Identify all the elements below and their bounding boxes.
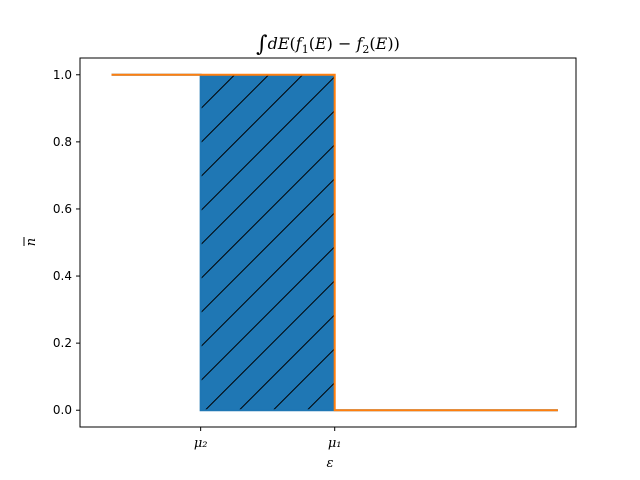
filled-area [200,74,335,411]
x-tick-label: μ₂ [194,436,208,451]
x-axis-label: ε [327,456,334,471]
hatch-line [200,246,335,382]
hatch-line [272,348,335,411]
hatch-line [204,280,335,411]
hatch-line [200,178,335,314]
hatch-line [200,212,335,348]
chart-title: ∫dE(f1(E) − f2(E)) [256,32,400,57]
series-line-2 [111,73,558,412]
axes-frame [79,57,577,428]
y-tick-label: 0.0 [53,403,72,417]
hatch-line [200,76,335,212]
hatch-line [200,74,304,178]
hatch-line [200,74,270,144]
y-axis: 0.0 0.2 0.4 0.6 0.8 1.0 [53,68,80,417]
fill-hatch [200,74,335,411]
y-tick-label: 1.0 [53,68,72,82]
y-tick-label: 0.2 [53,336,72,350]
plot-area [111,73,558,412]
svg-text:n: n [24,238,39,246]
hatch-line [238,314,335,411]
y-tick-label: 0.6 [53,202,72,216]
y-tick-label: 0.4 [53,269,72,283]
hatch-line [200,110,335,246]
x-tick-label: μ₁ [328,436,342,451]
y-axis-label: n [23,237,39,246]
y-tick-label: 0.8 [53,135,72,149]
x-axis: μ₂ μ₁ [194,427,342,451]
hatch-line [200,144,335,280]
